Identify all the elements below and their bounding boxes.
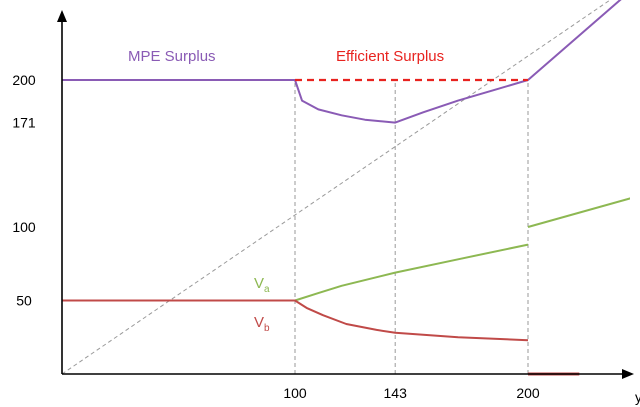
x-axis-arrow — [622, 369, 634, 379]
label-vb-letter: V — [254, 314, 264, 331]
label-vb: Vb — [254, 314, 270, 334]
y-tick-label-200: 200 — [12, 72, 36, 88]
x-tick-label-100: 100 — [283, 385, 307, 401]
plot-area — [61, 0, 630, 376]
y-tick-label-171: 171 — [12, 115, 36, 131]
label-va: Va — [254, 275, 270, 295]
y-tick-label-100: 100 — [12, 219, 36, 235]
label-vb-subscript: b — [264, 323, 270, 334]
label-mpe-surplus: MPE Surplus — [128, 48, 216, 65]
series-mpe-surplus-line-1 — [62, 0, 622, 124]
label-va-subscript: a — [264, 284, 270, 295]
x-tick-label-200: 200 — [516, 385, 540, 401]
x-tick-label-143: 143 — [384, 385, 408, 401]
x-axis-label: y — [635, 389, 640, 405]
label-efficient-surplus: Efficient Surplus — [336, 48, 444, 65]
y-tick-label-50: 50 — [16, 293, 32, 309]
label-va-letter: V — [254, 275, 264, 292]
diagonal-reference-line — [61, 0, 611, 375]
y-axis-arrow — [57, 10, 67, 22]
series-va-line-2 — [527, 197, 630, 228]
series-vb-line-1 — [62, 299, 529, 342]
